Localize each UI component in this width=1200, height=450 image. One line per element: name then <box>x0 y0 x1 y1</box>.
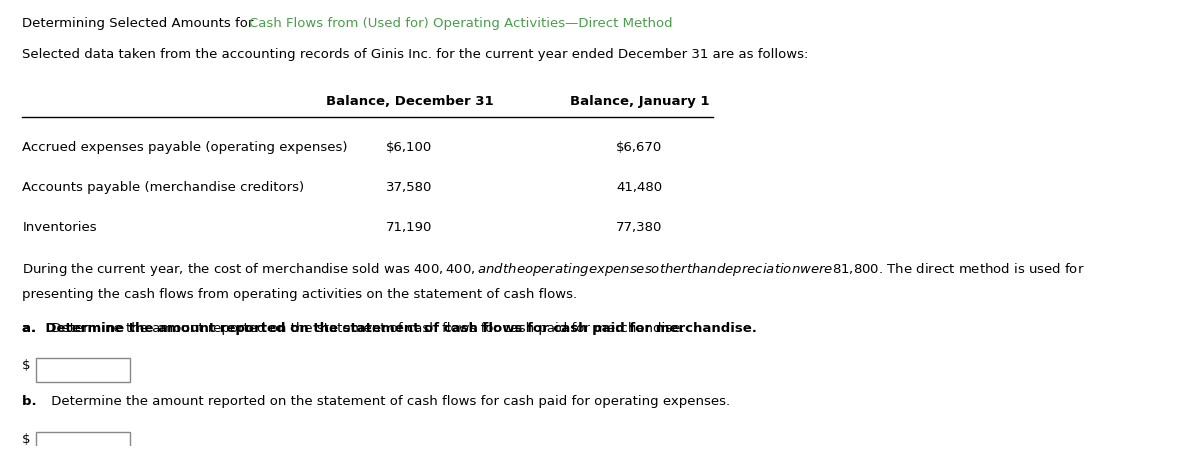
Text: Cash Flows from (Used for) Operating Activities—Direct Method: Cash Flows from (Used for) Operating Act… <box>250 17 673 30</box>
FancyBboxPatch shape <box>36 358 130 382</box>
Text: Determining Selected Amounts for: Determining Selected Amounts for <box>23 17 258 30</box>
Text: 37,580: 37,580 <box>386 181 432 194</box>
Text: 77,380: 77,380 <box>617 221 662 234</box>
FancyBboxPatch shape <box>36 432 130 450</box>
Text: b.: b. <box>23 395 42 408</box>
Text: Determine the amount reported on the statement of cash flows for cash paid for o: Determine the amount reported on the sta… <box>48 395 731 408</box>
Text: Inventories: Inventories <box>23 221 97 234</box>
Text: $6,100: $6,100 <box>386 141 432 154</box>
Text: Selected data taken from the accounting records of Ginis Inc. for the current ye: Selected data taken from the accounting … <box>23 48 809 61</box>
Text: Accrued expenses payable (operating expenses): Accrued expenses payable (operating expe… <box>23 141 348 154</box>
Text: 41,480: 41,480 <box>617 181 662 194</box>
Text: $: $ <box>23 432 31 446</box>
Text: presenting the cash flows from operating activities on the statement of cash flo: presenting the cash flows from operating… <box>23 288 577 301</box>
Text: $: $ <box>23 359 31 372</box>
Text: 71,190: 71,190 <box>386 221 432 234</box>
Text: Balance, December 31: Balance, December 31 <box>325 95 493 108</box>
Text: Determine the amount reported on the statement of cash flows for cash paid for m: Determine the amount reported on the sta… <box>48 321 685 334</box>
Text: Accounts payable (merchandise creditors): Accounts payable (merchandise creditors) <box>23 181 305 194</box>
Text: $6,670: $6,670 <box>617 141 662 154</box>
Text: a.: a. <box>23 321 41 334</box>
Text: Balance, January 1: Balance, January 1 <box>570 95 709 108</box>
Text: During the current year, the cost of merchandise sold was $400,400, and the oper: During the current year, the cost of mer… <box>23 261 1085 279</box>
Text: a.  Determine the amount reported on the statement of cash flows for cash paid f: a. Determine the amount reported on the … <box>23 321 757 334</box>
